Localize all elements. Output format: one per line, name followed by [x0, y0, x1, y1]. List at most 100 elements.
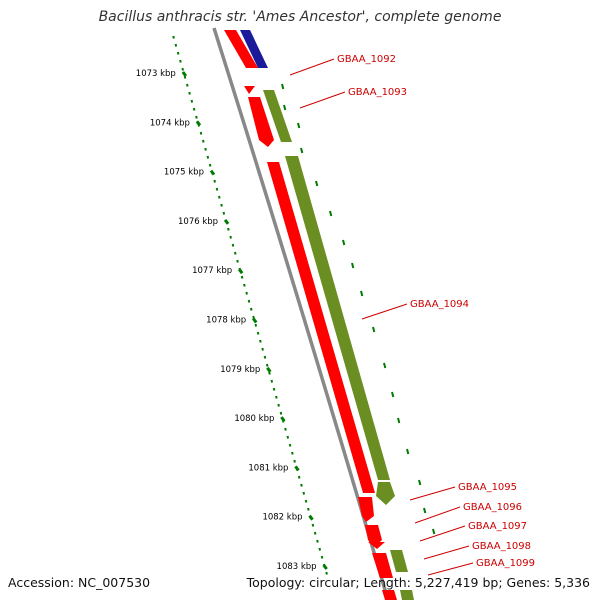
track-tick [329, 210, 333, 217]
ruler-tick [229, 235, 232, 239]
gene-label[interactable]: GBAA_1093 [348, 87, 407, 98]
accession-text: Accession: NC_007530 [8, 575, 151, 590]
genome-summary: Topology: circular; Length: 5,227,419 bp… [246, 575, 590, 590]
gene-red-1093[interactable] [248, 97, 274, 147]
ruler-tick [256, 331, 260, 335]
ruler-tick [213, 179, 216, 183]
gene-label[interactable]: GBAA_1097 [468, 521, 527, 532]
gene-label[interactable]: GBAA_1099 [476, 558, 535, 569]
track-tick [360, 290, 364, 297]
gene-leader-line [419, 525, 466, 542]
ruler-tick [259, 339, 262, 343]
ruler-tick [286, 435, 290, 439]
ruler-tick [220, 203, 223, 207]
gene-blue[interactable] [240, 30, 268, 68]
ruler-tick [233, 251, 237, 255]
ruler-tick [199, 131, 203, 135]
gene-leader-line [423, 545, 470, 560]
gene-leader-line [361, 303, 408, 320]
gene-green-1098[interactable] [390, 550, 408, 572]
gene-leader-line [414, 506, 461, 524]
track-tick [351, 262, 355, 269]
gene-label[interactable]: GBAA_1092 [337, 54, 396, 65]
ruler-tick [192, 107, 196, 111]
map-title: Bacillus anthracis str. 'Ames Ancestor',… [98, 9, 502, 25]
ruler-major-tick [195, 120, 202, 127]
gene-green-1093[interactable] [263, 90, 292, 142]
ruler-tick [265, 363, 269, 367]
ruler-tick [204, 147, 207, 151]
ruler-major-tick [308, 514, 314, 521]
ruler-label: 1077 kbp [192, 266, 232, 276]
ruler-tick [288, 443, 292, 447]
ruler-major-tick [294, 465, 300, 472]
gene-leader-line [299, 91, 346, 109]
ruler-tick [320, 555, 324, 559]
track-tick [397, 417, 401, 424]
gene-leader-line [289, 58, 335, 76]
ruler-tick [215, 187, 219, 191]
track-tick [372, 326, 376, 333]
gene-red-top[interactable] [224, 30, 258, 68]
gene-red-1098[interactable] [372, 553, 393, 578]
ruler-tick [275, 395, 278, 399]
ruler-label: 1074 kbp [150, 118, 190, 128]
track-tick [406, 448, 410, 455]
ruler-tick [236, 259, 239, 263]
ruler-tick [247, 299, 251, 303]
track-tick [391, 391, 395, 398]
ruler-tick [181, 67, 184, 71]
ruler-label: 1079 kbp [220, 365, 260, 375]
track-tick [300, 147, 304, 154]
gene-green-bottom[interactable] [400, 590, 414, 600]
gene-red-1095[interactable] [358, 497, 374, 522]
ruler-tick [174, 43, 178, 47]
ruler-tick [202, 139, 205, 143]
ruler-tick [179, 59, 182, 63]
track-tick [423, 507, 427, 514]
gene-label[interactable]: GBAA_1094 [410, 299, 469, 310]
ruler-major-tick [266, 366, 272, 373]
gene-label-layer: GBAA_1092 GBAA_1093 GBAA_1094 GBAA_1095 GBAA… [289, 54, 535, 576]
gene-label[interactable]: GBAA_1095 [458, 482, 517, 493]
ruler-major-tick [280, 416, 286, 423]
ruler-tick [297, 475, 301, 479]
ruler-tick [293, 459, 296, 463]
ruler-tick [300, 483, 303, 487]
gene-green-1094[interactable] [285, 156, 390, 480]
ruler-tick [243, 283, 246, 287]
track-tick [418, 479, 422, 486]
ruler-tick [261, 347, 264, 351]
ruler-tick [277, 403, 280, 407]
gene-green-1095[interactable] [376, 482, 395, 505]
gene-red-1094[interactable] [267, 162, 375, 493]
gene-red-bottom[interactable] [382, 590, 397, 600]
ruler-tick [231, 243, 235, 247]
track-tick [432, 528, 436, 535]
track-tick [281, 83, 285, 90]
gene-label[interactable]: GBAA_1098 [472, 541, 531, 552]
gene-red-arrow[interactable] [244, 86, 255, 94]
ruler-label: 1075 kbp [164, 168, 204, 178]
gene-red-1096[interactable] [365, 525, 382, 547]
gene-label[interactable]: GBAA_1096 [463, 502, 522, 513]
ruler-tick [245, 291, 248, 295]
ruler-tick [311, 523, 315, 527]
track-tick [342, 239, 346, 246]
ruler-layer: 1073 kbp 1074 kbp 1075 kbp 1076 kbp 1077 kbp… [136, 35, 436, 575]
ruler-tick [302, 491, 306, 495]
ruler-tick [222, 211, 226, 215]
ruler-tick [307, 507, 310, 511]
ruler-tick [217, 195, 221, 199]
ruler-tick [252, 315, 255, 319]
ruler-major-tick [181, 71, 188, 77]
ruler-label: 1083 kbp [277, 562, 317, 572]
ruler-tick [195, 115, 198, 119]
ruler-tick [172, 35, 175, 39]
ruler-tick [227, 227, 230, 231]
gene-red-1097[interactable] [368, 542, 385, 549]
ruler-tick [186, 83, 189, 87]
ruler-tick [206, 155, 210, 159]
ruler-major-tick [209, 169, 216, 176]
